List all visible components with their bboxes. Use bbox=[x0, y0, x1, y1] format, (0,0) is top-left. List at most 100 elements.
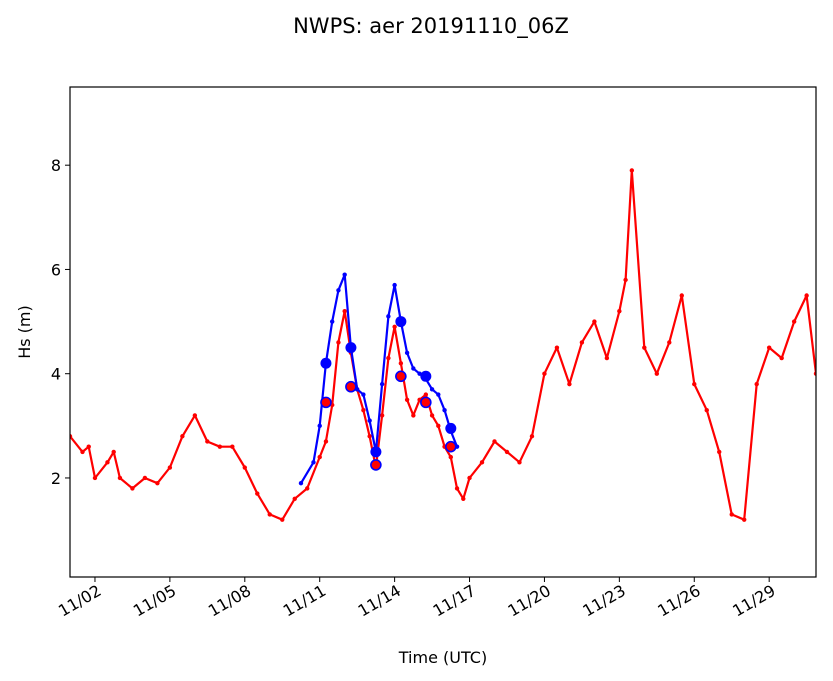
observed-point bbox=[704, 407, 709, 413]
observed-point bbox=[454, 486, 460, 491]
forecast-highlight-point bbox=[320, 357, 332, 369]
forecast-point bbox=[361, 392, 366, 397]
x-tick-label: 11/05 bbox=[130, 581, 179, 621]
observed-point bbox=[205, 439, 210, 444]
x-tick-label: 11/17 bbox=[430, 581, 479, 621]
observed-point bbox=[629, 168, 635, 173]
observed-point bbox=[423, 392, 429, 397]
observed-point bbox=[280, 517, 285, 522]
y-axis-label: Hs (m) bbox=[15, 305, 34, 359]
forecast-point bbox=[311, 460, 316, 465]
forecast-point bbox=[329, 319, 335, 324]
plot-series bbox=[70, 168, 816, 522]
forecast-point bbox=[342, 272, 347, 277]
forecast-point bbox=[298, 480, 304, 486]
forecast-point bbox=[317, 423, 322, 429]
observed-point bbox=[642, 345, 647, 350]
observed-point bbox=[155, 480, 160, 486]
observed-point bbox=[267, 512, 272, 517]
observed-point bbox=[729, 512, 734, 517]
observed-point bbox=[367, 434, 372, 439]
observed-point bbox=[504, 449, 510, 455]
observed-point bbox=[623, 277, 628, 283]
forecast-point bbox=[336, 288, 341, 293]
forecast-point bbox=[436, 392, 441, 397]
observed-point bbox=[142, 475, 148, 481]
observed-point bbox=[779, 355, 784, 361]
observed-point bbox=[467, 475, 472, 481]
observed-point bbox=[461, 496, 466, 502]
observed-point bbox=[361, 407, 366, 413]
observed-point bbox=[717, 449, 722, 455]
x-tick-label: 11/02 bbox=[55, 581, 104, 621]
observed-point bbox=[230, 444, 235, 449]
observed-point bbox=[517, 460, 522, 465]
observed-point bbox=[554, 345, 560, 350]
observed-point bbox=[292, 496, 297, 502]
observed-point bbox=[86, 444, 91, 449]
forecast-point bbox=[392, 282, 397, 288]
forecast-point bbox=[379, 381, 385, 387]
observed-point bbox=[492, 439, 497, 444]
observed-highlight-point bbox=[370, 459, 382, 471]
observed-series-line bbox=[70, 169, 816, 521]
observed-highlight-point bbox=[320, 396, 332, 409]
observed-point bbox=[766, 345, 772, 350]
forecast-highlight-point bbox=[445, 422, 457, 434]
forecast-highlight-points bbox=[320, 316, 457, 471]
forecast-point bbox=[386, 314, 391, 319]
observed-point bbox=[111, 449, 116, 455]
observed-point bbox=[392, 324, 397, 329]
observed-point bbox=[654, 371, 660, 376]
observed-highlight-point bbox=[420, 396, 432, 409]
observed-highlight-point bbox=[395, 370, 407, 383]
chart-title: NWPS: aer 20191110_06Z bbox=[293, 14, 569, 39]
x-axis-label: Time (UTC) bbox=[398, 648, 487, 667]
y-tick-label: 2 bbox=[51, 469, 61, 488]
observed-point bbox=[592, 319, 597, 324]
observed-point bbox=[167, 465, 173, 470]
y-axis-ticks: 2 4 6 8 bbox=[51, 156, 70, 488]
forecast-highlight-point bbox=[420, 370, 432, 382]
observed-point bbox=[379, 413, 385, 418]
observed-point bbox=[579, 340, 585, 345]
x-tick-label: 11/08 bbox=[205, 581, 254, 621]
x-tick-label: 11/20 bbox=[504, 581, 553, 621]
observed-point bbox=[323, 439, 329, 444]
observed-point bbox=[242, 465, 247, 470]
observed-point bbox=[398, 361, 404, 366]
observed-point bbox=[92, 475, 98, 481]
observed-point bbox=[679, 293, 684, 298]
observed-point bbox=[404, 397, 410, 402]
observed-point bbox=[448, 454, 454, 460]
observed-point bbox=[130, 486, 135, 491]
observed-point bbox=[604, 355, 610, 361]
observed-point bbox=[791, 319, 797, 324]
forecast-highlight-point bbox=[395, 316, 407, 328]
observed-point bbox=[692, 381, 697, 387]
observed-point bbox=[436, 423, 441, 429]
observed-point bbox=[529, 434, 535, 439]
forecast-highlight-point bbox=[370, 446, 382, 458]
forecast-point bbox=[429, 387, 435, 392]
y-tick-label: 8 bbox=[51, 156, 61, 175]
forecast-point bbox=[404, 350, 410, 356]
observed-point bbox=[105, 460, 110, 465]
observed-point bbox=[429, 413, 435, 418]
x-tick-label: 11/11 bbox=[280, 581, 329, 621]
observed-point bbox=[386, 355, 391, 361]
observed-highlight-point bbox=[445, 440, 457, 453]
observed-point bbox=[542, 371, 547, 376]
observed-point bbox=[667, 340, 672, 345]
forecast-point bbox=[411, 366, 416, 371]
observed-point bbox=[479, 460, 485, 465]
observed-point bbox=[192, 413, 198, 418]
x-tick-label: 11/26 bbox=[654, 581, 703, 621]
observed-highlight-point bbox=[345, 380, 357, 393]
y-tick-label: 6 bbox=[51, 260, 61, 279]
observed-point bbox=[317, 454, 322, 460]
x-tick-label: 11/14 bbox=[355, 581, 404, 621]
plot-frame bbox=[69, 86, 817, 578]
observed-point bbox=[567, 381, 572, 387]
